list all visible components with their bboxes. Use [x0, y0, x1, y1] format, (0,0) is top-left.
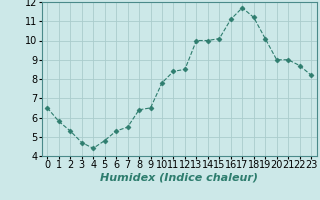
X-axis label: Humidex (Indice chaleur): Humidex (Indice chaleur)	[100, 173, 258, 183]
